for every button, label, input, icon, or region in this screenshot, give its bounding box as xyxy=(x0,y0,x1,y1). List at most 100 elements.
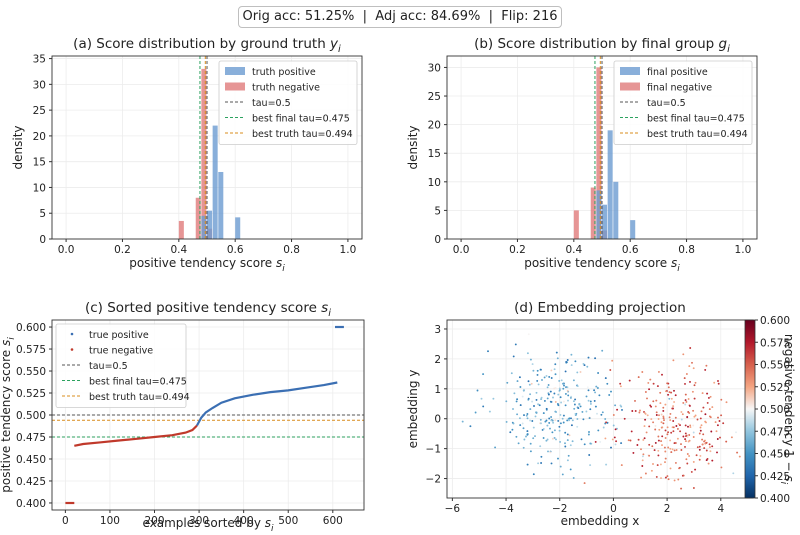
scatter-point xyxy=(671,407,674,410)
scatter-point xyxy=(576,425,579,428)
scatter-point xyxy=(641,465,644,467)
x-tick-label: 100 xyxy=(100,515,120,527)
scatter-point xyxy=(571,440,574,443)
scatter-point xyxy=(661,426,664,429)
scatter-point xyxy=(540,455,543,458)
scatter-point xyxy=(529,393,532,396)
scatter-point xyxy=(540,462,543,464)
scatter-point xyxy=(526,417,529,420)
scatter-point xyxy=(650,418,653,421)
scatter-point xyxy=(558,389,561,391)
scatter-point xyxy=(529,419,532,422)
scatter-point xyxy=(654,441,657,444)
y-tick-label: 25 xyxy=(428,91,441,103)
scatter-point xyxy=(709,395,712,398)
y-tick-label: 20 xyxy=(428,120,441,132)
scatter-point xyxy=(549,427,551,430)
scatter-point xyxy=(659,391,662,394)
scatter-point xyxy=(691,390,694,393)
scatter-point xyxy=(601,411,604,414)
scatter-point xyxy=(649,404,652,407)
scatter-point xyxy=(702,433,705,436)
scatter-point xyxy=(657,449,660,452)
y-tick-label: 10 xyxy=(33,182,46,194)
scatter-point xyxy=(602,426,605,429)
scatter-point xyxy=(594,440,597,443)
x-axis-label: embedding x xyxy=(561,514,640,528)
scatter-point xyxy=(706,392,709,395)
scatter-point xyxy=(554,363,557,366)
scatter-point xyxy=(530,382,533,385)
scatter-point xyxy=(615,440,618,443)
scatter-point xyxy=(680,443,682,446)
scatter-point xyxy=(628,379,631,382)
scatter-point xyxy=(684,424,687,427)
scatter-point xyxy=(660,421,663,424)
scatter-point xyxy=(644,412,647,415)
scatter-point xyxy=(565,360,568,363)
scatter-point xyxy=(521,395,524,398)
scatter-point xyxy=(600,413,603,416)
scatter-point xyxy=(701,443,704,446)
y-tick-label: 0.600 xyxy=(16,322,46,334)
scatter-point xyxy=(532,437,535,440)
x-tick-label: 0 xyxy=(610,503,617,515)
scatter-point xyxy=(553,387,556,390)
legend-label: best final tau=0.475 xyxy=(252,114,350,125)
scatter-point xyxy=(682,474,685,477)
scatter-point xyxy=(641,459,644,462)
scatter-point xyxy=(546,438,549,441)
scatter-point xyxy=(704,368,707,371)
scatter-point xyxy=(621,408,623,411)
scatter-point xyxy=(605,421,608,424)
scatter-point xyxy=(589,402,592,405)
scatter-point xyxy=(655,475,658,478)
scatter-point xyxy=(586,386,589,389)
scatter-point xyxy=(686,415,689,418)
scatter-point xyxy=(648,454,651,457)
scatter-point xyxy=(740,447,743,450)
scatter-point xyxy=(549,400,552,403)
legend-label: truth positive xyxy=(252,67,316,78)
scatter-point xyxy=(614,404,617,407)
scatter-point xyxy=(664,457,667,460)
scatter-point xyxy=(612,424,615,427)
scatter-point xyxy=(641,455,644,458)
scatter-point xyxy=(706,401,709,404)
scatter-point xyxy=(687,398,690,400)
scatter-point xyxy=(579,405,582,408)
scatter-point xyxy=(647,381,650,384)
scatter-point xyxy=(637,376,640,379)
chart-b: 0.0 0.2 0.4 0.6 0.8 1.0 0 5 10 15 20 25 30 (b) Score … xyxy=(406,36,758,274)
hist-bar xyxy=(218,171,224,239)
legend-swatch xyxy=(70,348,74,351)
scatter-point xyxy=(664,429,667,432)
scatter-point xyxy=(668,391,671,394)
scatter-point xyxy=(656,464,659,467)
scatter-point xyxy=(738,455,741,458)
scatter-point xyxy=(527,397,530,400)
scatter-point xyxy=(587,433,590,436)
series-line xyxy=(74,424,198,447)
scatter-point xyxy=(519,404,522,407)
scatter-point xyxy=(652,400,655,403)
scatter-point xyxy=(619,404,622,407)
scatter-point xyxy=(680,418,683,421)
scatter-point xyxy=(659,463,662,466)
scatter-point xyxy=(494,446,497,449)
y-tick-label: 15 xyxy=(33,157,46,169)
scatter-point xyxy=(526,352,529,355)
y-tick-label: 0 xyxy=(434,234,441,246)
scatter-point xyxy=(557,393,560,396)
scatter-point xyxy=(720,398,723,401)
scatter-point xyxy=(679,424,681,427)
legend-label: truth negative xyxy=(252,83,320,94)
colorbar-tick-label: 0.600 xyxy=(760,315,790,327)
scatter-point xyxy=(658,414,660,417)
scatter-point xyxy=(650,469,653,472)
series-line xyxy=(195,381,338,427)
scatter-point xyxy=(550,462,553,465)
scatter-point xyxy=(672,359,675,362)
scatter-point xyxy=(566,433,569,436)
scatter-point xyxy=(692,431,695,434)
